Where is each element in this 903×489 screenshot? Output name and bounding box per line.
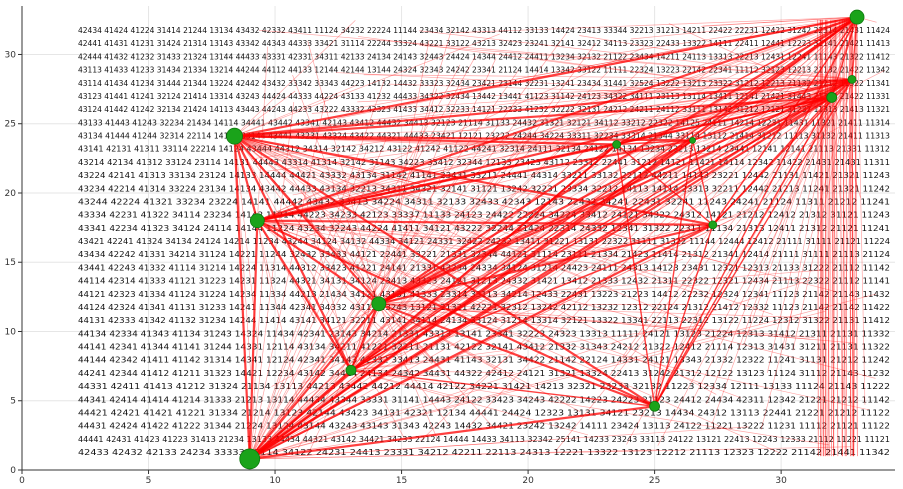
y-tick-label: 15 xyxy=(5,258,16,268)
y-tick-label: 25 xyxy=(5,120,16,130)
graph-node xyxy=(240,449,260,469)
x-tick-label: 10 xyxy=(269,476,281,485)
y-tick-label: 20 xyxy=(5,189,17,199)
x-tick-label: 0 xyxy=(19,476,25,485)
x-tick-label: 15 xyxy=(396,476,407,485)
node-label-row: 42433 42432 42133 24234 33333 42114 3412… xyxy=(78,448,890,457)
graph-node xyxy=(613,141,621,149)
x-tick-label: 25 xyxy=(649,476,660,485)
node-label-row: 43441 42243 41332 41114 31214 14224 1131… xyxy=(78,263,890,272)
y-tick-label: 30 xyxy=(5,50,17,60)
y-tick-label: 5 xyxy=(10,397,16,407)
graph-node xyxy=(346,365,356,375)
graph-node xyxy=(372,297,386,311)
edge-line xyxy=(257,221,299,408)
x-tick-label: 30 xyxy=(775,476,787,485)
x-tick-label: 20 xyxy=(522,476,534,485)
graph-node xyxy=(827,92,837,102)
node-label-row: 44421 42421 41421 41221 31334 21214 1312… xyxy=(78,408,890,417)
node-label-row: 44441 42431 41423 41223 31413 21234 1313… xyxy=(78,435,890,444)
graph-node xyxy=(848,75,856,83)
graph-node xyxy=(227,128,243,144)
graph-node xyxy=(709,221,717,229)
graph-node xyxy=(650,401,660,411)
y-tick-label: 0 xyxy=(10,466,16,476)
graph-node xyxy=(250,214,264,228)
y-tick-label: 10 xyxy=(5,327,17,337)
graph-node xyxy=(850,10,864,24)
graph-node xyxy=(690,137,696,143)
x-tick-label: 5 xyxy=(146,476,152,485)
node-label-row: 42444 41432 41232 31433 21324 13144 4443… xyxy=(78,52,890,61)
node-label-row: 43244 42224 41321 33234 23224 14141 4444… xyxy=(78,197,890,206)
